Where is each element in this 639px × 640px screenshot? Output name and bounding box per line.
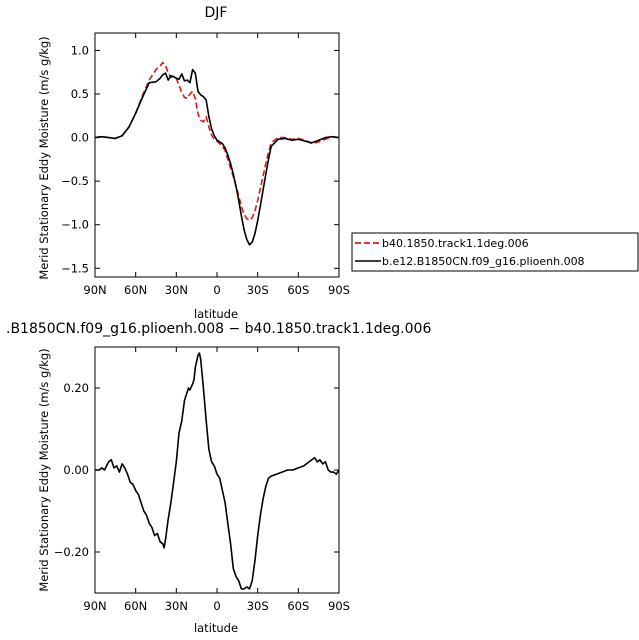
- top-y-tick-label: −1.5: [61, 261, 89, 275]
- top-x-tick-label: 30S: [247, 283, 269, 297]
- top-chart-title: DJF: [205, 5, 228, 21]
- top-series-line-1: [94, 68, 340, 246]
- top-x-tick-label: 60N: [124, 283, 147, 297]
- bottom-x-tick-label: 60S: [287, 599, 309, 613]
- top-series-line-0: [94, 61, 340, 222]
- legend-box: [351, 232, 639, 272]
- bottom-x-axis-label: latitude: [194, 621, 238, 635]
- top-x-tick-label: 60S: [287, 283, 309, 297]
- top-series-lines: [94, 61, 340, 246]
- top-y-tick-label: 0.0: [71, 131, 89, 145]
- bottom-x-tick-label: 90N: [83, 599, 106, 613]
- bottom-series-lines: [95, 352, 340, 590]
- top-y-tick-label: 0.5: [71, 87, 89, 101]
- bottom-y-tick-label: 0.00: [63, 463, 89, 477]
- panel-top: DJF Merid Stationary Eddy Moisture (m/s …: [37, 5, 350, 321]
- top-x-tick-label: 90S: [328, 283, 350, 297]
- top-y-axis-label: Merid Stationary Eddy Moisture (m/s g/kg…: [37, 36, 51, 279]
- top-plot-frame: [94, 32, 340, 278]
- bottom-y-tick-label: 0.20: [63, 381, 89, 395]
- top-x-tick-label: 30N: [165, 283, 188, 297]
- bottom-ticks: 90N 60N 30N 0 30S 60S 90S 0.20 0.00 −0.20: [54, 347, 350, 613]
- top-y-tick-label: 1.0: [71, 43, 89, 57]
- top-y-tick-label: −0.5: [61, 174, 89, 188]
- bottom-x-tick-label: 30S: [247, 599, 269, 613]
- bottom-y-axis-label: Merid Stationary Eddy Moisture (m/s g/kg…: [37, 348, 51, 591]
- bottom-x-tick-label: 60N: [124, 599, 147, 613]
- top-x-axis-label: latitude: [194, 307, 238, 321]
- bottom-x-tick-label: 30N: [165, 599, 188, 613]
- top-y-tick-label: −1.0: [61, 218, 89, 232]
- bottom-series-line-0: [95, 352, 340, 590]
- bottom-chart-title: .B1850CN.f09_g16.plioenh.008 − b40.1850.…: [6, 321, 431, 337]
- legend: b40.1850.track1.1deg.006 b.e12.B1850CN.f…: [351, 232, 639, 272]
- top-x-tick-label: 0: [213, 283, 220, 297]
- top-x-tick-label: 90N: [83, 283, 106, 297]
- bottom-plot-frame: [94, 346, 340, 594]
- panel-bottom: .B1850CN.f09_g16.plioenh.008 − b40.1850.…: [6, 321, 431, 635]
- bottom-x-tick-label: 0: [213, 599, 220, 613]
- legend-label-be12: b.e12.B1850CN.f09_g16.plioenh.008: [382, 255, 585, 268]
- bottom-y-tick-label: −0.20: [54, 545, 89, 559]
- top-ticks: 90N 60N 30N 0 30S 60S 90S 1.0 0.5 0.0 −0.5 −1.0 −1.5: [61, 33, 350, 297]
- bottom-x-tick-label: 90S: [328, 599, 350, 613]
- legend-label-b40: b40.1850.track1.1deg.006: [382, 237, 529, 250]
